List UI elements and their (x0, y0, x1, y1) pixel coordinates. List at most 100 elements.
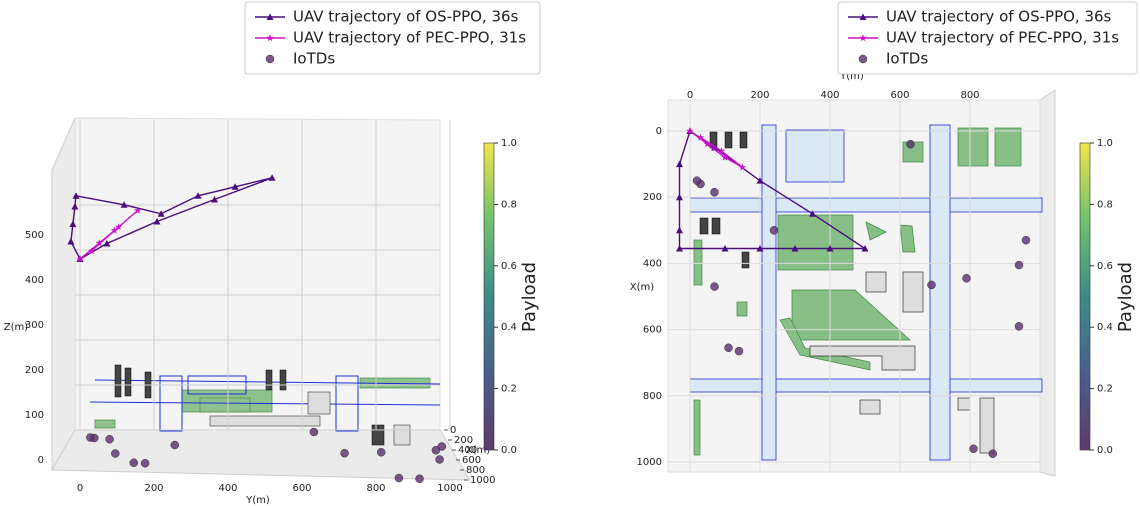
iotd-point (376, 448, 386, 457)
trajectory-line (689, 130, 743, 169)
legend-label: UAV trajectory of PEC-PPO, 31s (293, 29, 526, 47)
trajectory-line (79, 209, 139, 260)
colorbar-tick-label: 0.6 (501, 261, 517, 272)
trajectory-marker (71, 203, 79, 210)
trajectory-marker (67, 238, 75, 245)
x-tick-label: 800 (643, 391, 662, 402)
x-tick-label: 400 (458, 445, 477, 456)
trajectory-line (678, 130, 868, 250)
legend-label: IoTDs (886, 50, 928, 68)
trajectory-marker (194, 192, 202, 199)
iotd-point (170, 440, 180, 450)
colorbar-tick-label: 0.2 (1097, 384, 1113, 395)
trajectory-marker (756, 177, 764, 184)
x-tick-label: 0 (450, 425, 456, 436)
y-tick-label: 400 (218, 483, 237, 494)
y-tick-label: 200 (144, 483, 163, 494)
trajectory-marker (756, 245, 764, 252)
x-tick-label: 1000 (637, 457, 662, 468)
y-axis-label: Y(m) (245, 495, 270, 506)
iotd-point (111, 449, 120, 458)
iotd-point (435, 455, 444, 464)
iotd-point (724, 343, 733, 353)
z-tick-label: 400 (25, 275, 44, 286)
legend-marker (859, 34, 867, 42)
trajectory-marker (157, 210, 165, 217)
z-tick-label: 100 (25, 410, 44, 421)
x-tick-label: 200 (454, 435, 473, 446)
legend-frame (244, 1, 541, 75)
trajectory-marker (95, 239, 103, 247)
iotd-point (710, 282, 719, 291)
legend-marker (266, 34, 274, 42)
iotd-point (927, 280, 936, 290)
iotd-point (1021, 235, 1031, 245)
trajectory-marker (120, 201, 128, 208)
y-tick-label: 0 (77, 483, 83, 494)
trajectory-marker (69, 220, 77, 227)
trajectory-marker (676, 245, 683, 252)
trajectory-marker (72, 192, 80, 199)
trajectory-marker (676, 226, 683, 234)
x-tick-label: 400 (643, 258, 662, 269)
iotd-point (906, 139, 915, 149)
y-tick-label: 1000 (437, 483, 462, 494)
x-axis-label: X(m) (466, 445, 490, 456)
x-tick-label: 1000 (470, 475, 495, 486)
y-tick-label: 0 (687, 90, 693, 101)
iotd-point (394, 473, 404, 483)
colorbar-tick-label: 0.6 (1097, 261, 1113, 272)
x-tick-label: 800 (466, 465, 485, 476)
trajectory-marker (791, 245, 799, 252)
legend-label: UAV trajectory of OS-PPO, 36s (886, 8, 1112, 26)
iotd-point (1014, 322, 1024, 331)
z-tick-label: 500 (25, 230, 44, 241)
y-axis-label: Y(m) (839, 71, 864, 82)
iotd-point (734, 346, 744, 356)
x-axis-label: X(m) (630, 282, 654, 293)
iotd-point (710, 187, 719, 197)
x-tick-label: 200 (643, 192, 662, 203)
colorbar (483, 142, 495, 451)
colorbar-tick-label: 1.0 (1097, 138, 1113, 149)
colorbar (1079, 142, 1091, 451)
y-tick-label: 600 (890, 90, 909, 101)
trajectory-marker (676, 193, 683, 201)
legend: UAV trajectory of OS-PPO, 36s UAV traject… (837, 1, 1138, 75)
legend-frame (837, 1, 1138, 75)
x-tick-label: 600 (643, 325, 662, 336)
iotd-point (140, 459, 150, 468)
y-tick-label: 800 (960, 90, 979, 101)
trajectory-marker (153, 218, 161, 225)
trajectory-marker (717, 147, 726, 154)
legend-marker (265, 54, 275, 64)
trajectory-marker (110, 226, 119, 234)
right-panes (667, 89, 1056, 477)
iotd-point (129, 458, 139, 467)
iotd-point (309, 427, 319, 437)
colorbar-tick-label: 0.0 (1097, 445, 1113, 456)
colorbar-tick-label: 0.0 (501, 445, 517, 456)
left-panes (51, 117, 471, 481)
trajectory-marker (268, 174, 276, 181)
trajectory-marker (721, 153, 729, 161)
trajectory-marker (696, 133, 705, 141)
z-tick-label: 0 (38, 455, 44, 466)
iotd-point (988, 449, 997, 458)
legend-marker (266, 13, 274, 20)
trajectory-marker (861, 245, 869, 252)
z-tick-label: 300 (25, 320, 44, 331)
colorbar-tick-label: 0.2 (501, 384, 517, 395)
trajectory-marker (703, 140, 712, 148)
z-axis-label: Z(m) (4, 322, 28, 333)
iotd-point (769, 226, 779, 235)
colorbar-tick-label: 0.8 (501, 199, 517, 210)
colorbar-tick-label: 0.4 (1097, 322, 1113, 333)
trajectory-marker (134, 206, 142, 214)
trajectory-marker (231, 183, 239, 190)
y-tick-label: 400 (820, 90, 839, 101)
x-tick-label: 0 (656, 126, 662, 137)
colorbar-tick-label: 1.0 (501, 138, 517, 149)
trajectory-marker (676, 160, 683, 168)
